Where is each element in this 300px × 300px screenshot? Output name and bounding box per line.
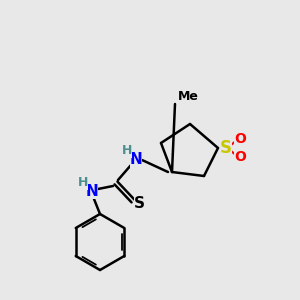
Text: S: S <box>220 139 232 157</box>
Text: O: O <box>234 132 246 146</box>
Text: O: O <box>234 150 246 164</box>
Text: H: H <box>122 145 132 158</box>
Text: Me: Me <box>178 91 199 103</box>
Text: H: H <box>78 176 88 190</box>
Text: N: N <box>85 184 98 199</box>
Text: S: S <box>134 196 145 211</box>
Text: N: N <box>130 152 142 167</box>
